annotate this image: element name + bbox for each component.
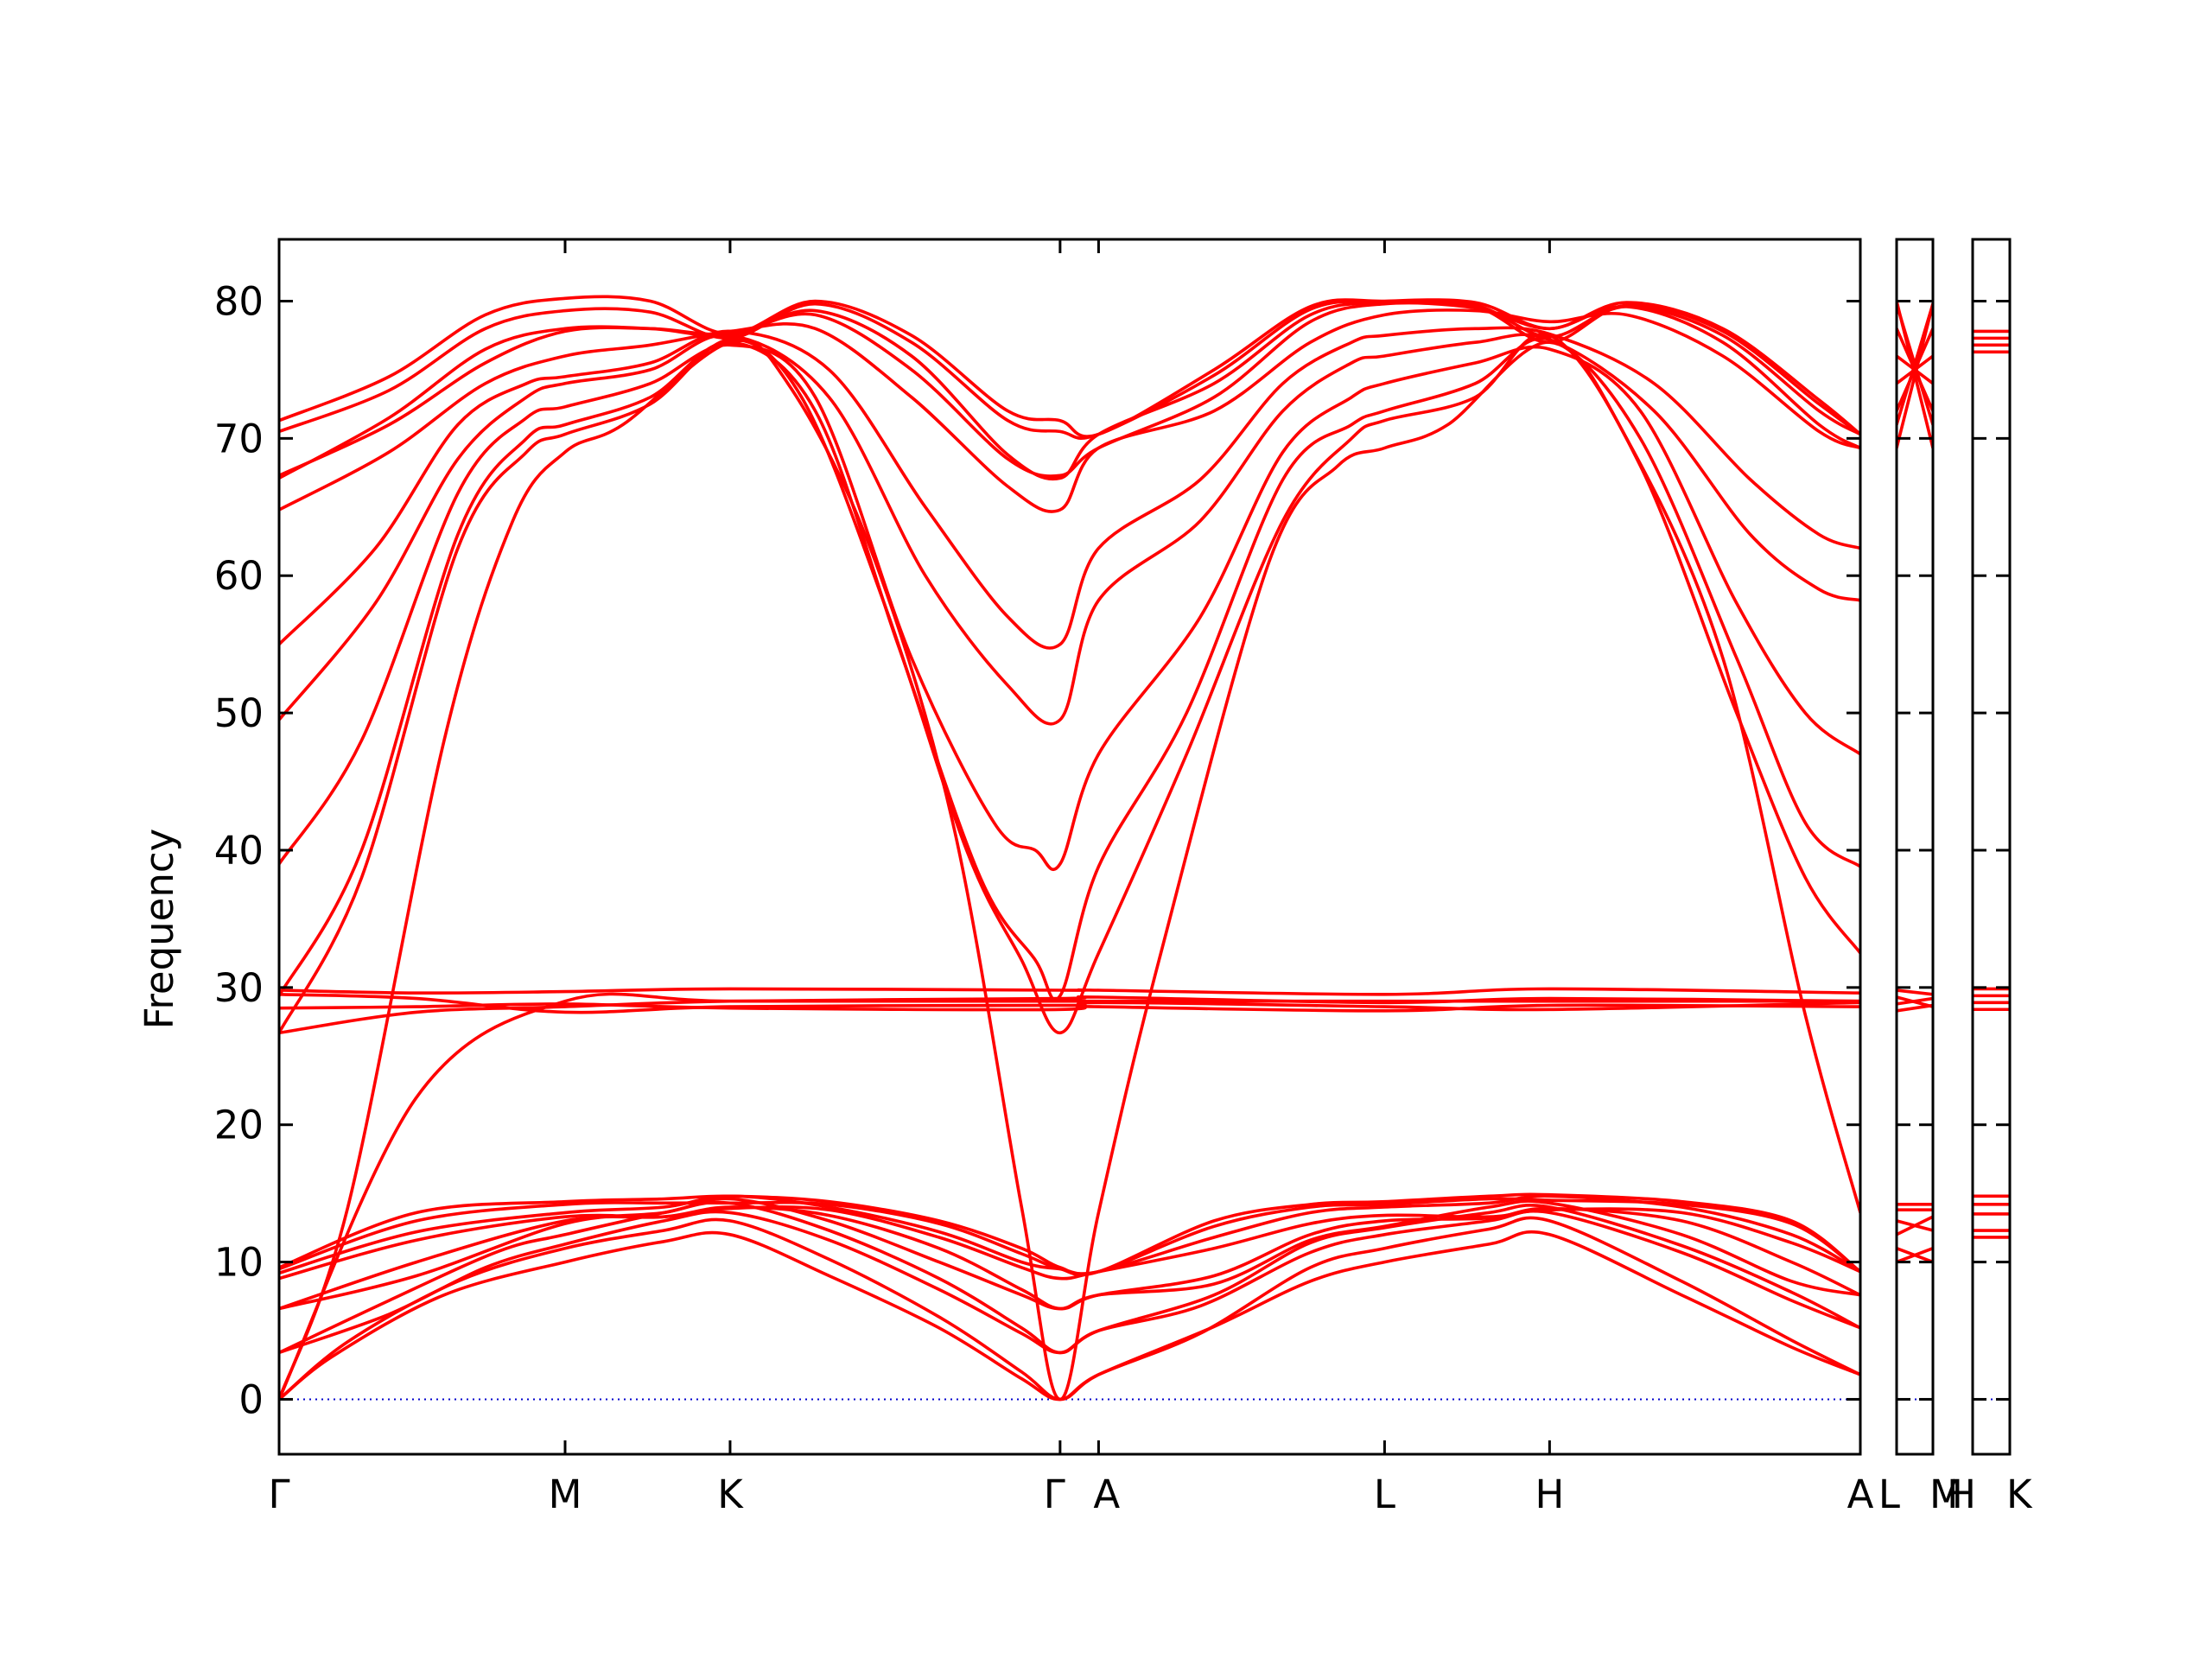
x-tick-label: M: [549, 1471, 582, 1517]
y-tick-label: 60: [214, 553, 264, 599]
x-tick-label: Γ: [1044, 1471, 1065, 1517]
y-tick-label: 80: [214, 278, 264, 324]
band-line-14: [279, 1192, 1860, 1277]
x-tick-label: L: [1878, 1471, 1900, 1517]
band-line-21: [279, 308, 1860, 513]
panel-frame-1: [1895, 238, 1935, 1456]
x-tick-label: K: [2006, 1471, 2033, 1517]
y-tick-label: 50: [214, 690, 264, 736]
band-line-20: [279, 326, 1860, 650]
band-line-18: [279, 343, 1860, 872]
band-line-41: [1897, 1219, 1933, 1232]
y-tick-label: 30: [214, 965, 264, 1011]
band-line-19: [279, 333, 1860, 726]
band-line-4: [279, 987, 1860, 996]
x-tick-label: H: [1535, 1471, 1564, 1517]
x-tick-label: K: [717, 1471, 744, 1517]
band-line-24: [279, 300, 1860, 440]
band-line-25: [279, 295, 1860, 438]
x-tick-label: M: [1929, 1471, 1963, 1517]
panel-frame-0: [277, 238, 1862, 1456]
y-tick-label: 40: [214, 828, 264, 874]
band-line-36: [1897, 995, 1933, 1008]
y-tick-label: 70: [214, 416, 264, 461]
band-line-16: [279, 332, 1860, 1035]
y-tick-label: 20: [214, 1103, 264, 1148]
band-line-17: [279, 336, 1860, 1001]
frames-layer: [277, 238, 2012, 1456]
x-tick-label: A: [1847, 1471, 1874, 1517]
band-line-39: [1897, 1246, 1933, 1264]
x-tick-label: Γ: [268, 1471, 289, 1517]
panel-frame-2: [1971, 238, 2012, 1456]
band-line-37: [1897, 988, 1933, 996]
bands-layer: [279, 295, 2010, 1402]
y-axis-label: Frequency: [137, 829, 182, 1029]
x-tick-label: A: [1093, 1471, 1120, 1517]
y-tick-label: 0: [238, 1376, 264, 1422]
y-tick-label: 10: [214, 1240, 264, 1286]
band-line-33: [1897, 299, 1933, 450]
band-line-11: [279, 1205, 1860, 1281]
x-tick-label: L: [1374, 1471, 1395, 1517]
x-tick-label: H: [1947, 1471, 1976, 1517]
